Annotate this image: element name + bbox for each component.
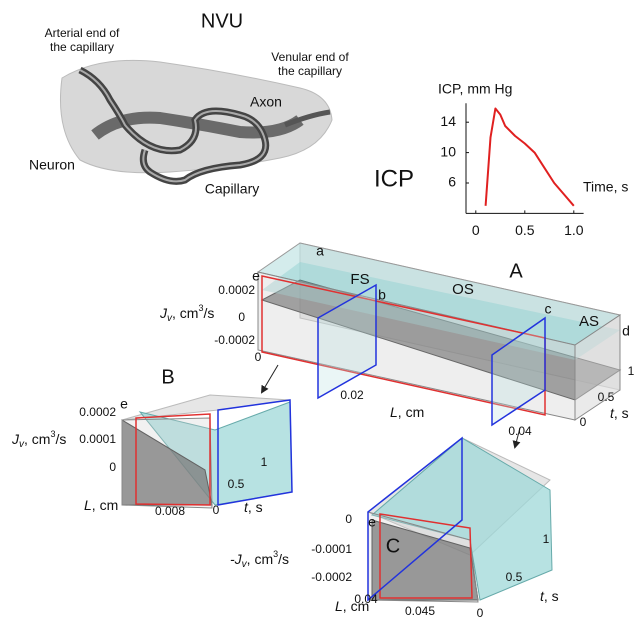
x-tick-label: 0 [472,222,480,238]
x-tick-label: 0.04 [508,424,532,438]
nvu-photo [60,60,332,181]
panel-label: B [161,366,174,388]
arterial-label: Arterial end of [45,26,120,40]
label-part: , s [544,588,559,604]
y-tick-label: 6 [448,174,456,190]
y-tick-label: 0.0002 [79,405,116,419]
label-part: , cm [172,305,198,321]
y-tick-label: 14 [440,113,456,129]
t-axis-label: t, s [610,405,629,421]
label-part: L [390,404,398,420]
label-part: , s [614,405,629,421]
panel-b-plot [122,395,292,508]
y-axis-label: ICP, mm Hg [438,81,512,97]
y-tick-label: 0 [109,460,116,474]
t-tick-label: 0 [477,606,484,620]
x-axis-label: L, cm [390,404,424,420]
label-part: , cm [247,551,273,567]
t-tick-label: 0.5 [598,390,615,404]
t-tick-label: 0.5 [228,477,245,491]
x-axis-label: Time, s [583,179,628,195]
point-label: e [252,268,260,284]
label-part: , s [248,499,263,515]
y-axis-label: -Jv, cm3/s [230,549,289,569]
label-part: L [84,497,92,513]
x-tick-label: 1.0 [564,222,584,238]
label-part: , cm [343,598,369,614]
x-tick-label: 0.02 [340,388,364,402]
y-axis-label: Jv, cm3/s [159,303,214,323]
icp-curve [486,109,574,206]
label-part: , cm [398,404,424,420]
icp-label: ICP [374,165,414,192]
x-tick-label: 0 [255,350,262,364]
t-tick-label: 0 [580,415,587,429]
y-tick-label: 0 [238,310,245,324]
x-axis-label: L, cm [335,598,369,614]
t-tick-label: 0.5 [506,570,523,584]
y-tick-label: -0.0001 [311,542,352,556]
y-tick-label: 10 [440,143,456,159]
region-label: OS [452,281,474,298]
point-label: a [316,243,324,259]
arterial-label: the capillary [50,40,114,54]
y-axis-label: Jv, cm3/s [11,429,66,449]
point-label: e [368,514,376,530]
x-tick-label: 0.008 [155,504,185,518]
region-label: FS [350,271,369,288]
capillary-label: Capillary [205,181,259,197]
icp-chart: 6 10 14 0 0.5 1.0 ICP, mm Hg Time, s [438,81,628,238]
label-part: , cm [24,431,50,447]
y-tick-label: 0.0002 [218,283,255,297]
point-label: e [120,396,128,412]
t-axis-label: t, s [244,499,263,515]
x-tick-label: 0.5 [515,222,535,238]
venular-label: the capillary [278,64,342,78]
y-tick-label: 0 [345,512,352,526]
panel-a-plot [258,243,620,447]
label-part: /s [55,431,66,447]
neuron-label: Neuron [29,157,75,173]
region-label: AS [579,313,599,330]
panel-label: A [509,260,523,282]
label-part: L [335,598,343,614]
axon-label: Axon [250,94,282,110]
point-label: d [622,323,630,339]
t-tick-label: 1 [543,532,550,546]
x-axis-label: L, cm [84,497,118,513]
label-part: , cm [92,497,118,513]
x-tick-label: 0.045 [405,604,435,618]
point-label: c [545,301,552,317]
y-tick-label: 0.0001 [79,432,116,446]
figure: NVU Arterial end of the capillary Venula… [0,0,640,622]
t-tick-label: 1 [261,455,268,469]
label-part: /s [278,551,289,567]
panel-label: C [386,535,400,557]
y-tick-label: -0.0002 [214,333,255,347]
venular-label: Venular end of [271,50,349,64]
point-label: b [378,287,386,303]
label-part: /s [203,305,214,321]
y-tick-label: -0.0002 [311,570,352,584]
t-axis-label: t, s [540,588,559,604]
t-tick-label: 1 [628,364,635,378]
t-tick-label: 0 [213,503,220,517]
nvu-title: NVU [201,10,243,32]
panel-c-plot [368,438,552,602]
